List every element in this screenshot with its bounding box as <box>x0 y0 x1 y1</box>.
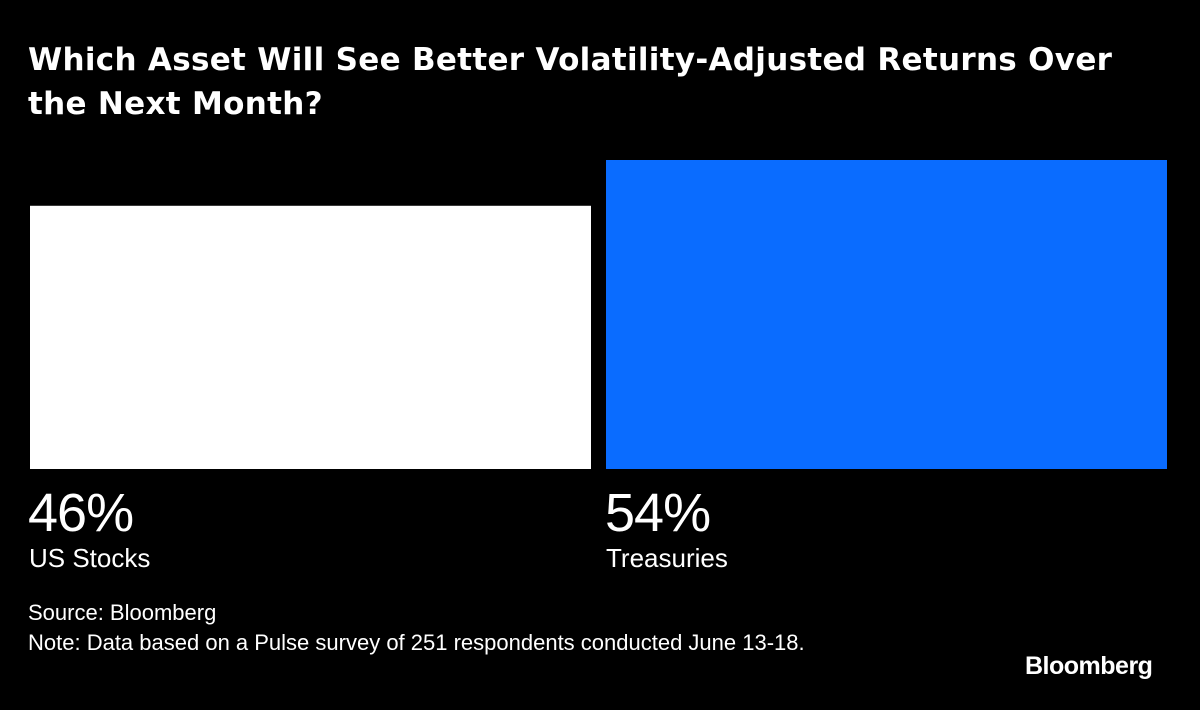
bar-treasuries <box>606 160 1167 469</box>
chart-title: Which Asset Will See Better Volatility-A… <box>28 42 1113 122</box>
bar-us-stocks <box>30 205 591 469</box>
category-label-treasuries: Treasuries <box>606 543 728 573</box>
bloomberg-logo: Bloomberg <box>1025 652 1153 680</box>
source-note: Source: Bloomberg <box>28 600 217 625</box>
category-label-us-stocks: US Stocks <box>29 543 151 573</box>
value-label-treasuries: 54% <box>605 483 711 543</box>
value-label-us-stocks: 46% <box>28 483 134 543</box>
footnote: Note: Data based on a Pulse survey of 25… <box>28 630 805 655</box>
